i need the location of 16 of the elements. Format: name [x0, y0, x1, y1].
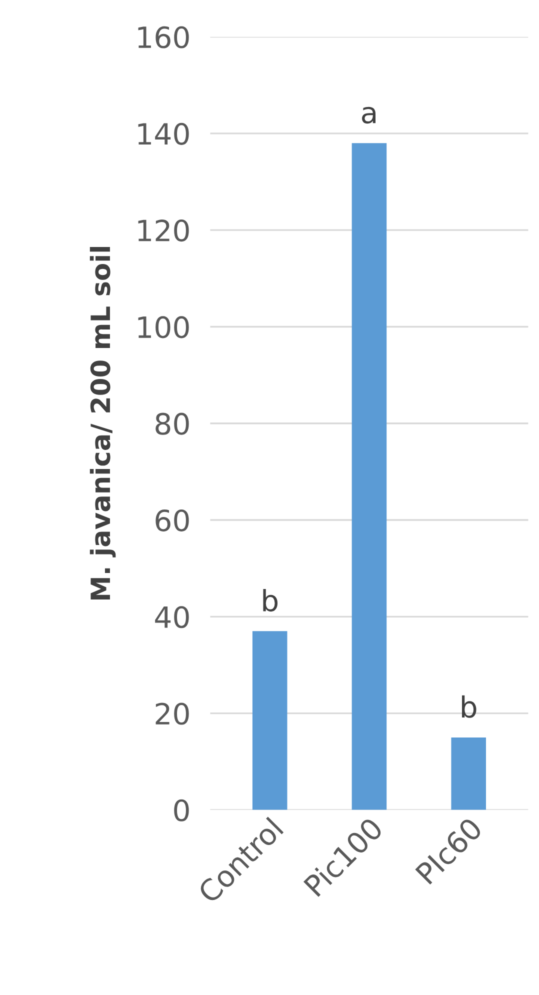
y-tick-label: 120 — [138, 220, 189, 242]
y-tick-label: 100 — [138, 316, 189, 338]
annotation: b — [263, 589, 278, 612]
y-tick-label: 0 — [174, 799, 189, 822]
y-tick-label: 60 — [156, 509, 189, 532]
annotation: a — [362, 106, 376, 124]
y-tick-label: 80 — [156, 412, 189, 435]
bar — [252, 631, 288, 810]
y-tick-label: 20 — [156, 702, 189, 725]
y-axis-title: M. javanica/ 200 mL soil — [90, 247, 116, 600]
y-tick-label: 140 — [138, 122, 189, 145]
y-tick-label: 40 — [155, 606, 189, 628]
y-tick-label: 160 — [138, 26, 189, 48]
annotation: b — [462, 695, 476, 718]
bar — [451, 737, 486, 810]
bar — [352, 143, 387, 810]
